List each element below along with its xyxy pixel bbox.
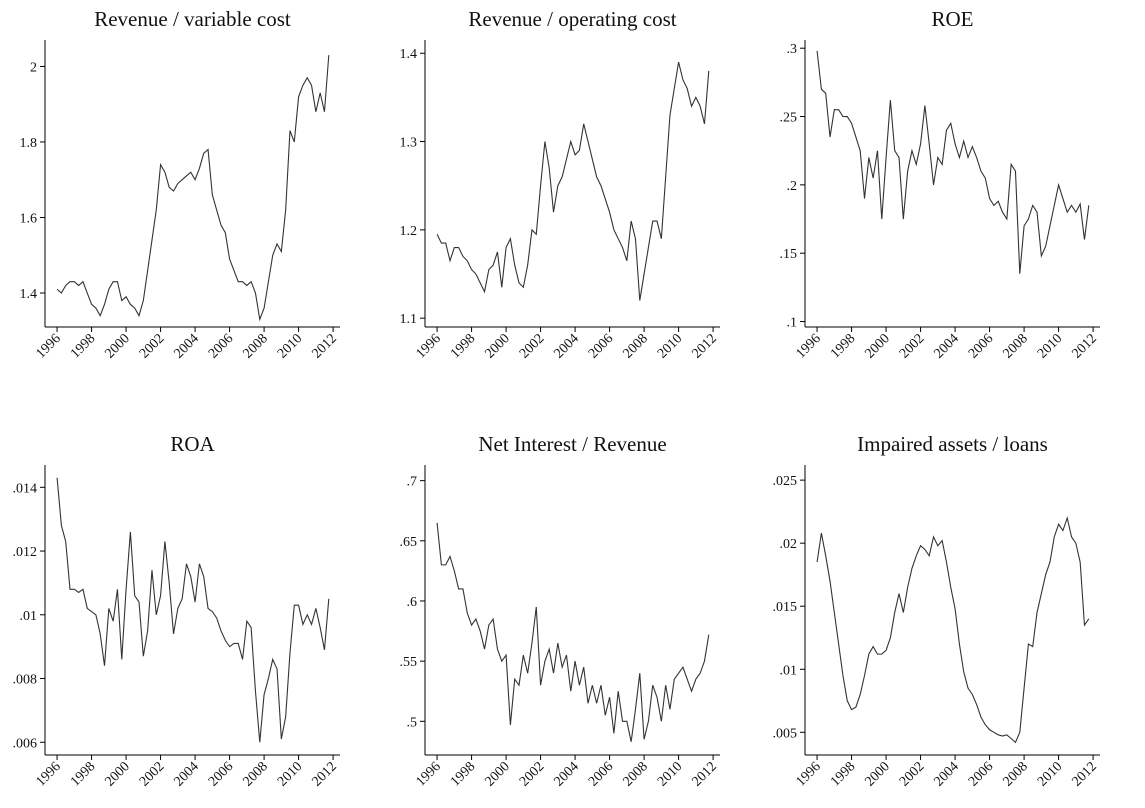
x-tick-label: 2008 — [241, 331, 271, 361]
x-tick-label: 2000 — [483, 331, 513, 361]
data-line — [816, 50, 1090, 274]
x-tick-label: 2004 — [172, 759, 202, 789]
y-tick-label: .7 — [407, 475, 418, 490]
x-tick-label: 2000 — [103, 331, 133, 361]
y-tick-label: .006 — [13, 736, 38, 751]
x-tick-label: 1998 — [68, 759, 98, 789]
x-tick-label: 2000 — [103, 759, 133, 789]
data-line — [436, 522, 710, 742]
y-tick-label: .01 — [20, 609, 38, 624]
x-tick-label: 1998 — [68, 331, 98, 361]
x-tick-label: 2010 — [275, 331, 305, 361]
x-tick-label: 2012 — [310, 759, 340, 789]
y-tick-label: .005 — [773, 726, 798, 741]
x-tick-label: 2006 — [966, 331, 996, 361]
x-tick-label: 2006 — [966, 759, 996, 789]
x-tick-label: 2002 — [897, 331, 927, 361]
data-line — [56, 55, 330, 322]
y-tick-label: 1.6 — [20, 211, 38, 226]
y-tick-label: 2 — [30, 60, 37, 75]
x-tick-label: 2004 — [932, 331, 962, 361]
data-line — [56, 477, 330, 743]
y-tick-label: .5 — [407, 715, 418, 730]
x-tick-label: 2000 — [863, 331, 893, 361]
y-tick-label: 1.8 — [20, 136, 38, 151]
x-tick-label: 2002 — [137, 331, 167, 361]
chart-title: ROE — [932, 7, 974, 31]
y-tick-label: .25 — [780, 111, 798, 126]
x-tick-label: 1998 — [448, 759, 478, 789]
y-tick-label: 1.4 — [400, 47, 418, 62]
x-tick-label: 2006 — [206, 331, 236, 361]
y-tick-label: 1.3 — [400, 136, 418, 151]
x-tick-label: 2010 — [655, 331, 685, 361]
x-tick-label: 2004 — [552, 331, 582, 361]
chart-title: Revenue / variable cost — [94, 7, 291, 31]
y-tick-label: .01 — [780, 663, 798, 678]
x-tick-label: 1996 — [413, 759, 443, 789]
x-tick-label: 2006 — [206, 759, 236, 789]
x-tick-label: 2000 — [483, 759, 513, 789]
x-tick-label: 2002 — [897, 759, 927, 789]
x-tick-label: 1996 — [33, 331, 63, 361]
y-tick-label: .3 — [787, 42, 798, 57]
y-tick-label: 1.2 — [400, 224, 418, 239]
x-tick-label: 1998 — [828, 331, 858, 361]
x-tick-label: 2002 — [517, 759, 547, 789]
x-tick-label: 2010 — [655, 759, 685, 789]
y-tick-label: .014 — [13, 481, 38, 496]
x-tick-label: 2004 — [552, 759, 582, 789]
x-tick-label: 2004 — [172, 331, 202, 361]
y-tick-label: .008 — [13, 673, 38, 688]
x-tick-label: 1996 — [793, 331, 823, 361]
x-tick-label: 2012 — [690, 331, 720, 361]
x-tick-label: 1998 — [828, 759, 858, 789]
x-tick-label: 2006 — [586, 331, 616, 361]
x-tick-label: 2008 — [1001, 759, 1031, 789]
chart-title: Net Interest / Revenue — [478, 432, 666, 456]
x-tick-label: 1996 — [33, 759, 63, 789]
x-tick-label: 1998 — [448, 331, 478, 361]
x-tick-label: 2002 — [137, 759, 167, 789]
data-line — [436, 61, 710, 301]
y-tick-label: 1.1 — [400, 312, 418, 327]
x-tick-label: 2010 — [1035, 759, 1065, 789]
x-tick-label: 2004 — [932, 759, 962, 789]
y-tick-label: .1 — [787, 316, 798, 331]
chart-title: ROA — [170, 432, 215, 456]
x-tick-label: 1996 — [413, 331, 443, 361]
y-tick-label: 1.4 — [20, 287, 38, 302]
x-tick-label: 2008 — [241, 759, 271, 789]
x-tick-label: 2008 — [621, 759, 651, 789]
y-tick-label: .65 — [400, 535, 418, 550]
y-tick-label: .6 — [407, 595, 418, 610]
x-tick-label: 2006 — [586, 759, 616, 789]
y-tick-label: .015 — [773, 600, 798, 615]
x-tick-label: 2012 — [1070, 759, 1100, 789]
data-line — [816, 515, 1090, 744]
x-tick-label: 2010 — [275, 759, 305, 789]
y-tick-label: .025 — [773, 474, 798, 489]
x-tick-label: 2000 — [863, 759, 893, 789]
y-tick-label: .02 — [780, 537, 798, 552]
x-tick-label: 2002 — [517, 331, 547, 361]
y-tick-label: .012 — [13, 545, 38, 560]
x-tick-label: 2010 — [1035, 331, 1065, 361]
y-tick-label: .2 — [787, 179, 798, 194]
x-tick-label: 2012 — [690, 759, 720, 789]
y-tick-label: .15 — [780, 247, 798, 262]
x-tick-label: 2012 — [1070, 331, 1100, 361]
y-tick-label: .55 — [400, 655, 418, 670]
x-tick-label: 1996 — [793, 759, 823, 789]
chart-title: Revenue / operating cost — [468, 7, 676, 31]
x-tick-label: 2008 — [1001, 331, 1031, 361]
x-tick-label: 2008 — [621, 331, 651, 361]
x-tick-label: 2012 — [310, 331, 340, 361]
chart-title: Impaired assets / loans — [857, 432, 1048, 456]
